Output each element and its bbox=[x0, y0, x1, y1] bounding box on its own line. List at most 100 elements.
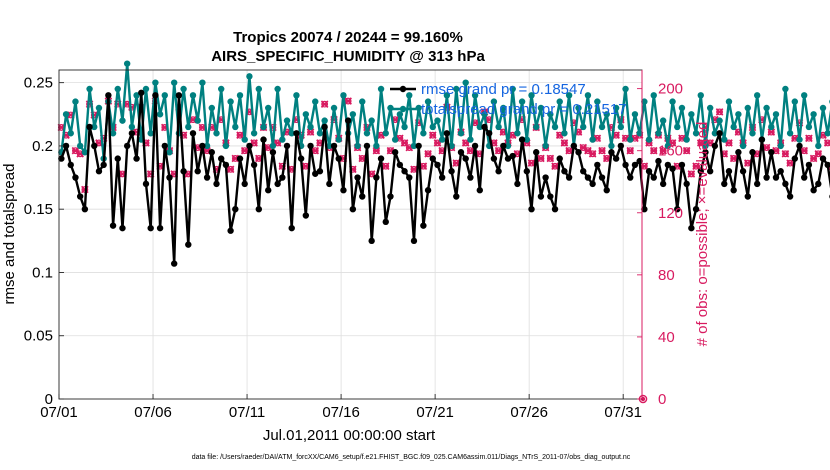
rmse-point bbox=[255, 205, 263, 213]
obs-possible-point bbox=[786, 159, 794, 167]
obs-possible-point bbox=[241, 147, 249, 155]
totalspread-point bbox=[213, 130, 220, 137]
rmse-point bbox=[265, 187, 272, 194]
totalspread-point bbox=[203, 142, 211, 150]
rmse-point bbox=[363, 142, 371, 150]
rmse-point bbox=[410, 237, 418, 245]
rmse-point bbox=[612, 155, 620, 162]
legend-rmse-marker bbox=[399, 85, 407, 93]
totalspread-point bbox=[495, 123, 502, 131]
totalspread-point bbox=[438, 136, 446, 143]
totalspread-point bbox=[123, 60, 131, 67]
obs-possible-point bbox=[401, 139, 408, 147]
rmse-point bbox=[815, 180, 822, 188]
totalspread-point bbox=[406, 92, 413, 99]
rmse-point bbox=[114, 155, 121, 162]
obs-possible-point bbox=[429, 131, 437, 139]
totalspread-point bbox=[796, 136, 803, 143]
obs-possible-point bbox=[814, 150, 822, 158]
x-tick-label: 07/11 bbox=[229, 404, 265, 421]
y-tick-label-right: 120 bbox=[658, 205, 683, 222]
rmse-point bbox=[382, 218, 389, 226]
rmse-point bbox=[537, 193, 545, 200]
rmse-point bbox=[175, 92, 183, 99]
y-axis-left: 0 0.05 0.1 0.15 0.2 0.25 bbox=[24, 75, 64, 408]
rmse-point bbox=[749, 149, 756, 156]
rmse-point bbox=[344, 117, 352, 124]
totalspread-point bbox=[627, 136, 634, 143]
rmse-point bbox=[185, 241, 192, 248]
rmse-point bbox=[683, 180, 690, 188]
totalspread-point bbox=[824, 130, 830, 137]
rmse-point bbox=[716, 130, 723, 137]
rmse-point bbox=[288, 224, 295, 232]
rmse-point bbox=[753, 180, 761, 188]
obs-possible-point bbox=[537, 155, 545, 162]
x-tick-label: 07/21 bbox=[416, 404, 454, 421]
rmse-point bbox=[91, 142, 98, 150]
totalspread-point bbox=[537, 104, 545, 112]
rmse-point bbox=[166, 174, 173, 181]
totalspread-point bbox=[335, 136, 342, 143]
totalspread-point bbox=[476, 123, 483, 131]
y-tick-label-right: 160 bbox=[658, 143, 683, 160]
totalspread-point bbox=[514, 130, 521, 137]
rmse-point bbox=[589, 180, 596, 188]
rmse-point bbox=[199, 142, 206, 150]
rmse-point bbox=[664, 161, 672, 169]
totalspread-point bbox=[533, 123, 540, 131]
totalspread-point bbox=[81, 149, 89, 156]
rmse-point bbox=[697, 168, 704, 175]
totalspread-point bbox=[208, 104, 216, 112]
totalspread-point bbox=[518, 98, 526, 105]
rmse-point bbox=[297, 155, 305, 162]
rmse-point bbox=[119, 224, 126, 232]
totalspread-point bbox=[598, 123, 606, 131]
totalspread-point bbox=[401, 123, 408, 131]
rmse-point bbox=[274, 180, 281, 188]
rmse-point bbox=[730, 187, 737, 194]
rmse-point bbox=[246, 142, 253, 150]
totalspread-point bbox=[678, 104, 686, 112]
totalspread-point bbox=[67, 130, 74, 137]
rmse-point bbox=[565, 174, 573, 181]
rmse-point bbox=[147, 224, 154, 232]
rmse-point bbox=[824, 161, 830, 169]
rmse-point bbox=[123, 142, 131, 150]
rmse-point bbox=[279, 174, 286, 181]
rmse-point bbox=[556, 155, 563, 162]
totalspread-point bbox=[547, 111, 554, 118]
rmse-point bbox=[142, 180, 150, 188]
totalspread-point bbox=[250, 130, 258, 137]
totalspread-point bbox=[645, 136, 653, 143]
rmse-point bbox=[528, 205, 535, 213]
rmse-point bbox=[457, 149, 465, 156]
rmse-point bbox=[688, 224, 695, 232]
totalspread-point bbox=[622, 85, 629, 93]
totalspread-point bbox=[166, 149, 173, 156]
y-tick-label-left: 0.15 bbox=[24, 201, 53, 218]
totalspread-point bbox=[650, 92, 657, 99]
y-tick-label-right: 80 bbox=[658, 267, 675, 284]
totalspread-point bbox=[95, 104, 103, 112]
totalspread-point bbox=[255, 85, 263, 93]
rmse-point bbox=[406, 174, 413, 181]
rmse-point bbox=[189, 130, 197, 137]
rmse-point bbox=[796, 142, 803, 150]
rmse-point bbox=[462, 155, 469, 162]
totalspread-point bbox=[688, 111, 695, 118]
rmse-point bbox=[476, 187, 483, 194]
totalspread-point bbox=[716, 117, 723, 124]
totalspread-point bbox=[735, 111, 742, 118]
rmse-point bbox=[307, 142, 314, 150]
totalspread-point bbox=[453, 85, 460, 93]
totalspread-point bbox=[269, 142, 277, 150]
obs-possible-point bbox=[236, 131, 244, 139]
rmse-point bbox=[218, 155, 225, 162]
totalspread-point bbox=[302, 111, 310, 118]
obs-possible-point bbox=[716, 108, 723, 116]
totalspread-point bbox=[669, 98, 676, 105]
rmse-point bbox=[561, 168, 568, 175]
obs-possible-point bbox=[697, 139, 705, 147]
rmse-point bbox=[373, 174, 380, 181]
